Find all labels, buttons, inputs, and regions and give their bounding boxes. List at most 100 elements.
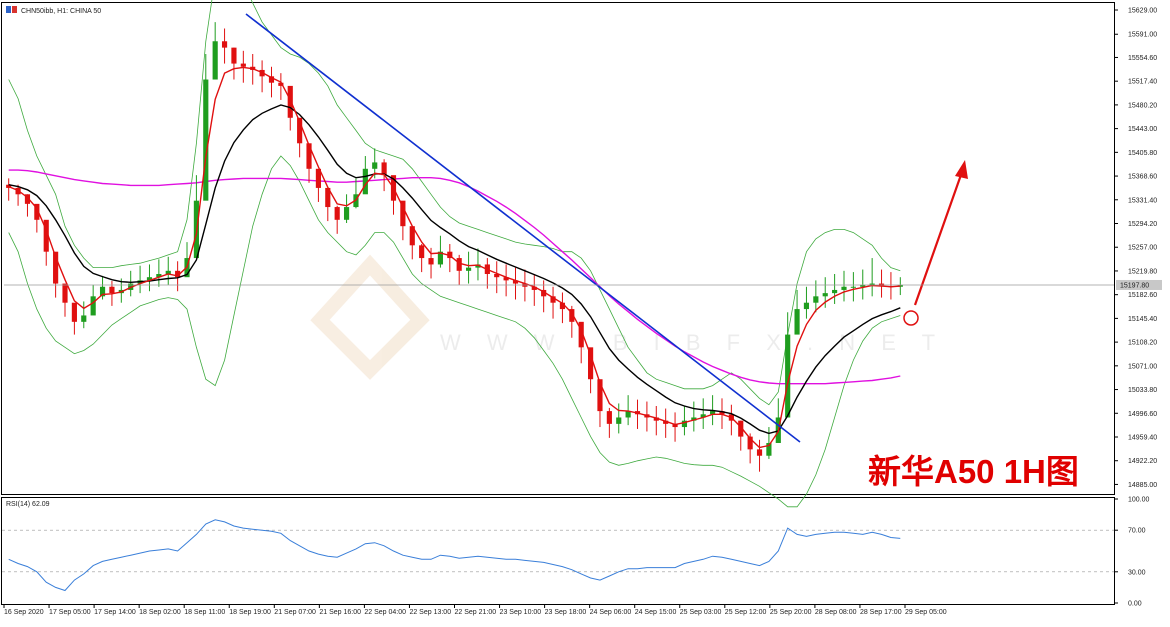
- rsi-pane-frame: [1, 497, 1115, 605]
- candle-body: [362, 168, 368, 195]
- candle[interactable]: [287, 85, 293, 131]
- candle[interactable]: [803, 286, 810, 319]
- candle[interactable]: [99, 275, 106, 300]
- price-tick-label: 14996.60: [1128, 411, 1157, 418]
- candle[interactable]: [625, 395, 631, 426]
- candle[interactable]: [43, 219, 49, 266]
- candle-body: [785, 334, 791, 418]
- candle[interactable]: [212, 22, 218, 80]
- candle[interactable]: [409, 226, 415, 260]
- candle[interactable]: [268, 66, 275, 98]
- candle[interactable]: [325, 187, 331, 222]
- candle[interactable]: [456, 254, 462, 285]
- candle[interactable]: [841, 270, 847, 302]
- candle[interactable]: [897, 277, 903, 296]
- candle[interactable]: [738, 420, 744, 451]
- candle-body: [747, 436, 753, 450]
- candle-body: [437, 251, 444, 265]
- candle[interactable]: [785, 312, 791, 418]
- rsi-tick-label: 70.00: [1128, 528, 1146, 535]
- price-tick-label: 15219.80: [1128, 268, 1157, 275]
- candle[interactable]: [869, 258, 875, 297]
- candle[interactable]: [90, 284, 96, 316]
- price-axis: 15629.00 15591.00 15554.60 15517.40 15480.20…: [1114, 8, 1157, 489]
- candle[interactable]: [756, 439, 763, 472]
- candle[interactable]: [597, 379, 603, 428]
- candle[interactable]: [203, 54, 209, 201]
- candle[interactable]: [531, 274, 537, 306]
- candle[interactable]: [71, 302, 77, 335]
- candle-body: [71, 302, 77, 322]
- candle[interactable]: [850, 272, 856, 302]
- annotation-title: 新华A50 1H图: [868, 453, 1079, 490]
- candle[interactable]: [334, 205, 340, 234]
- candle-body: [691, 417, 697, 421]
- candle[interactable]: [813, 280, 819, 313]
- candle[interactable]: [860, 269, 866, 300]
- candle[interactable]: [437, 235, 444, 268]
- candle[interactable]: [663, 408, 669, 438]
- arrow-shaft: [913, 171, 964, 306]
- candle-body: [663, 420, 669, 424]
- candle[interactable]: [156, 259, 162, 287]
- current-price-label: 15197.80: [1120, 282, 1149, 289]
- candle[interactable]: [221, 28, 228, 64]
- moving-averages: [8, 66, 901, 449]
- candle[interactable]: [297, 117, 303, 158]
- candle[interactable]: [231, 47, 237, 80]
- candle[interactable]: [34, 203, 40, 233]
- price-tick-label: 15554.60: [1128, 55, 1157, 62]
- candle[interactable]: [53, 251, 59, 298]
- candle[interactable]: [691, 401, 697, 432]
- candle[interactable]: [512, 267, 519, 300]
- candle[interactable]: [306, 143, 312, 183]
- candle-body: [334, 207, 340, 220]
- candle[interactable]: [6, 178, 12, 201]
- candle[interactable]: [766, 427, 772, 459]
- price-tick-label: 15629.00: [1128, 8, 1157, 15]
- candle-body: [578, 321, 584, 348]
- candle-body: [372, 162, 378, 169]
- time-tick-label: 18 Sep 19:00: [229, 609, 271, 616]
- candle[interactable]: [672, 412, 678, 442]
- candle[interactable]: [653, 406, 659, 436]
- candle[interactable]: [146, 264, 153, 292]
- candle[interactable]: [362, 156, 368, 195]
- time-tick-label: 16 Sep 2020: [4, 609, 44, 616]
- candle[interactable]: [794, 289, 800, 335]
- candle-body: [494, 274, 500, 278]
- time-tick-label: 22 Sep 13:00: [409, 609, 451, 616]
- candle[interactable]: [559, 292, 566, 324]
- time-tick-label: 21 Sep 07:00: [274, 609, 316, 616]
- candle-body: [6, 184, 12, 188]
- candle[interactable]: [578, 321, 584, 364]
- candle[interactable]: [278, 73, 284, 100]
- candle[interactable]: [494, 261, 500, 294]
- candle[interactable]: [569, 305, 575, 338]
- candle[interactable]: [616, 403, 622, 434]
- candle[interactable]: [400, 200, 406, 241]
- time-tick-label: 25 Sep 12:00: [725, 609, 767, 616]
- candle[interactable]: [81, 301, 87, 329]
- candle[interactable]: [503, 264, 509, 297]
- candle[interactable]: [165, 256, 171, 285]
- candle[interactable]: [343, 194, 350, 223]
- candle[interactable]: [700, 398, 706, 429]
- candle[interactable]: [681, 406, 688, 436]
- candle-body: [62, 283, 68, 303]
- long-moving-average: [8, 169, 901, 385]
- candle[interactable]: [606, 407, 612, 438]
- candle[interactable]: [588, 347, 594, 394]
- candle[interactable]: [465, 251, 472, 284]
- candle[interactable]: [550, 286, 556, 319]
- candle[interactable]: [315, 168, 321, 202]
- downtrend-line[interactable]: [245, 13, 801, 443]
- candle[interactable]: [419, 244, 425, 273]
- candle[interactable]: [62, 283, 68, 317]
- candle[interactable]: [541, 280, 547, 313]
- price-tick-label: 14922.20: [1128, 458, 1157, 465]
- arrow-head-icon: [955, 160, 968, 179]
- candle-body: [381, 162, 387, 176]
- candle[interactable]: [832, 274, 838, 304]
